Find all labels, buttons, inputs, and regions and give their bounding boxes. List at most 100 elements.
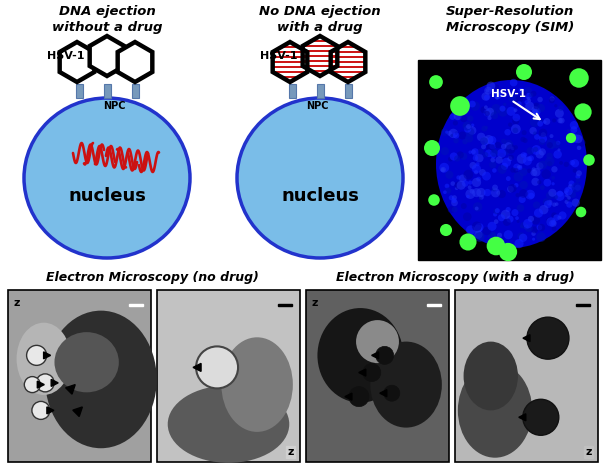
Circle shape: [452, 195, 457, 200]
Circle shape: [474, 225, 482, 233]
Text: HSV-1: HSV-1: [491, 89, 527, 99]
Polygon shape: [90, 36, 124, 76]
Circle shape: [472, 164, 481, 173]
Circle shape: [513, 163, 521, 171]
Circle shape: [513, 100, 519, 107]
Circle shape: [452, 207, 457, 212]
Circle shape: [513, 114, 520, 122]
Circle shape: [530, 91, 537, 97]
Circle shape: [466, 124, 471, 129]
Polygon shape: [37, 381, 44, 388]
Circle shape: [553, 195, 558, 200]
Circle shape: [508, 122, 512, 127]
Circle shape: [537, 180, 541, 184]
Circle shape: [467, 115, 473, 122]
Circle shape: [543, 198, 549, 205]
Circle shape: [482, 227, 491, 235]
Circle shape: [475, 154, 484, 162]
Polygon shape: [193, 364, 201, 372]
Circle shape: [539, 205, 549, 214]
Text: Electron Microscopy (no drug): Electron Microscopy (no drug): [46, 270, 258, 284]
Circle shape: [533, 103, 540, 109]
Circle shape: [478, 149, 484, 154]
Circle shape: [471, 148, 479, 156]
Circle shape: [491, 187, 496, 192]
Circle shape: [568, 184, 573, 189]
Circle shape: [511, 146, 515, 150]
Circle shape: [465, 189, 475, 199]
Bar: [289, 84, 295, 98]
Text: z: z: [586, 447, 592, 457]
Circle shape: [531, 178, 540, 186]
Circle shape: [516, 220, 519, 223]
Circle shape: [532, 145, 541, 155]
Circle shape: [549, 219, 557, 227]
Circle shape: [471, 149, 476, 154]
Circle shape: [32, 401, 50, 419]
Circle shape: [572, 199, 580, 207]
Circle shape: [468, 180, 473, 185]
Circle shape: [481, 126, 487, 131]
Circle shape: [491, 149, 498, 155]
Circle shape: [457, 151, 464, 159]
Circle shape: [552, 203, 557, 207]
Circle shape: [568, 180, 574, 187]
Circle shape: [477, 133, 485, 141]
Text: NPC: NPC: [306, 101, 328, 111]
Circle shape: [543, 120, 546, 124]
Circle shape: [516, 95, 523, 103]
Circle shape: [521, 152, 526, 158]
Circle shape: [531, 232, 536, 236]
Text: Electron Microscopy (with a drug): Electron Microscopy (with a drug): [336, 270, 574, 284]
Circle shape: [472, 178, 481, 187]
Circle shape: [493, 84, 499, 90]
Circle shape: [499, 243, 517, 261]
Circle shape: [454, 112, 462, 120]
Circle shape: [530, 170, 537, 176]
Circle shape: [527, 97, 530, 100]
Circle shape: [460, 153, 467, 160]
Circle shape: [484, 95, 490, 100]
Circle shape: [489, 161, 496, 169]
Circle shape: [547, 142, 552, 148]
Circle shape: [545, 157, 555, 166]
Circle shape: [490, 149, 498, 157]
Circle shape: [475, 207, 479, 211]
Circle shape: [534, 134, 540, 140]
Circle shape: [498, 214, 505, 221]
Circle shape: [515, 239, 524, 248]
Circle shape: [565, 190, 568, 194]
Circle shape: [484, 87, 492, 95]
Circle shape: [491, 188, 500, 197]
Circle shape: [549, 97, 555, 103]
Circle shape: [501, 210, 510, 219]
Circle shape: [532, 168, 541, 177]
Circle shape: [546, 191, 554, 199]
Circle shape: [558, 118, 565, 123]
Circle shape: [465, 128, 474, 137]
Circle shape: [196, 346, 238, 389]
Circle shape: [492, 168, 497, 173]
Circle shape: [454, 181, 462, 189]
Circle shape: [504, 129, 511, 136]
Circle shape: [468, 150, 472, 154]
Circle shape: [524, 100, 529, 105]
Circle shape: [481, 137, 490, 146]
Circle shape: [494, 219, 499, 224]
Circle shape: [527, 147, 534, 154]
Circle shape: [552, 227, 557, 231]
Circle shape: [474, 230, 482, 239]
Circle shape: [451, 198, 457, 203]
Circle shape: [527, 156, 532, 161]
Circle shape: [471, 123, 474, 127]
Bar: [278, 304, 292, 306]
Circle shape: [463, 124, 467, 127]
Circle shape: [507, 216, 513, 223]
Circle shape: [526, 93, 532, 99]
Circle shape: [557, 191, 563, 197]
Text: Super-Resolution
Microscopy (SIM): Super-Resolution Microscopy (SIM): [446, 5, 574, 34]
Circle shape: [519, 196, 526, 203]
Circle shape: [577, 146, 581, 150]
Circle shape: [484, 189, 491, 196]
Circle shape: [495, 96, 499, 99]
